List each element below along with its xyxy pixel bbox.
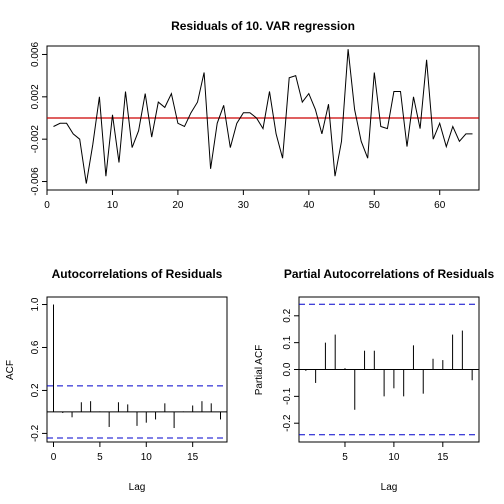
acf-y-tick-label: 0.6 <box>30 340 41 354</box>
residuals-y-tick-label: 0.006 <box>30 42 41 67</box>
acf-x-tick-label: 0 <box>51 452 57 463</box>
acf-y-axis-label: ACF <box>5 360 16 380</box>
pacf-y-tick-label: 0.0 <box>282 362 293 376</box>
residuals-y-tick-label: 0.002 <box>30 84 41 109</box>
acf-chart-title: Autocorrelations of Residuals <box>52 267 223 281</box>
pacf-x-tick-label: 10 <box>388 452 400 463</box>
pacf-x-axis-label: Lag <box>381 482 398 493</box>
acf-plot-frame <box>46 296 228 443</box>
pacf-x-tick-label: 15 <box>437 452 449 463</box>
residuals-x-tick-label: 30 <box>238 200 250 211</box>
pacf-chart: Partial Autocorrelations of Residuals La… <box>254 267 494 493</box>
residuals-x-tick-label: 10 <box>107 200 119 211</box>
pacf-y-axis-label: Partial ACF <box>254 345 265 396</box>
residuals-x-tick-label: 20 <box>172 200 184 211</box>
pacf-y-tick-label: 0.2 <box>282 308 293 322</box>
acf-x-axis-label: Lag <box>129 482 146 493</box>
acf-x-tick-label: 15 <box>187 452 199 463</box>
residuals-x-tick-label: 60 <box>434 200 446 211</box>
pacf-x-tick-label: 5 <box>342 452 348 463</box>
acf-y-tick-label: 1.0 <box>30 297 41 311</box>
residuals-chart-title: Residuals of 10. VAR regression <box>171 19 355 33</box>
residuals-y-tick-label: -0.006 <box>30 167 41 196</box>
residuals-series-line <box>53 49 473 184</box>
residuals-y-tick-label: -0.002 <box>30 125 41 154</box>
residuals-x-tick-label: 40 <box>303 200 315 211</box>
residuals-x-tick-label: 50 <box>369 200 381 211</box>
pacf-y-tick-label: -0.2 <box>282 414 293 432</box>
acf-x-tick-label: 5 <box>97 452 103 463</box>
residuals-x-tick-label: 0 <box>44 200 50 211</box>
acf-y-tick-label: 0.2 <box>30 383 41 397</box>
acf-x-tick-label: 10 <box>141 452 153 463</box>
acf-chart: Autocorrelations of Residuals Lag ACF 0 5… <box>5 267 228 493</box>
residuals-line-chart: Residuals of 10. VAR regression 0 10 20 30 4… <box>30 19 480 211</box>
pacf-y-tick-label: 0.1 <box>282 335 293 349</box>
acf-y-tick-label: -0.2 <box>30 424 41 442</box>
pacf-y-tick-label: -0.1 <box>282 387 293 405</box>
pacf-chart-title: Partial Autocorrelations of Residuals <box>284 267 495 281</box>
